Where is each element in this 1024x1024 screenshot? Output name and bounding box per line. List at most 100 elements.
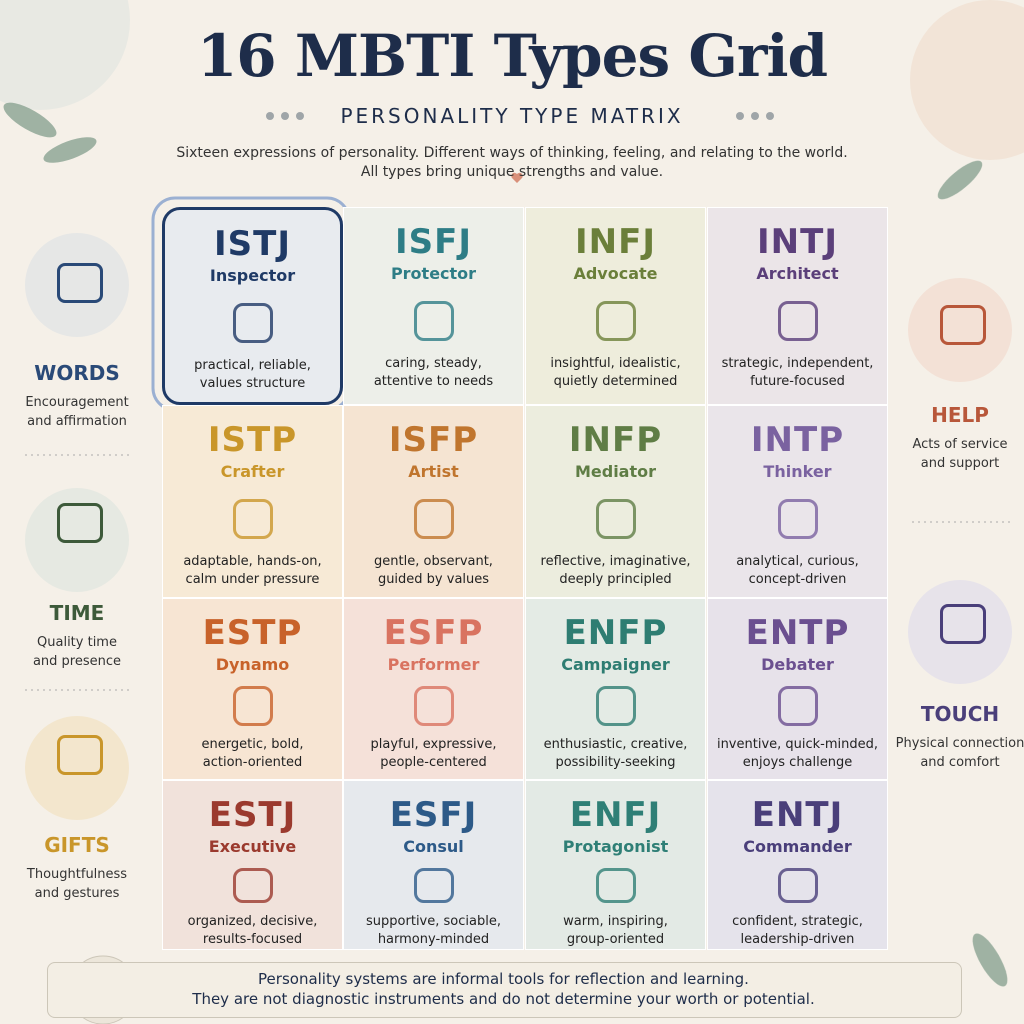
type-traits: leadership-driven (740, 932, 855, 947)
type-card: ISTJ Inspector practical, reliable, values … (162, 207, 343, 405)
type-name: Mediator (574, 462, 657, 481)
type-icon (413, 868, 454, 903)
type-code: ESTJ (208, 795, 297, 835)
type-traits: possibility-seeking (555, 755, 676, 770)
type-icon (777, 868, 818, 903)
type-code: ISTJ (214, 224, 291, 264)
type-traits: concept-driven (748, 572, 847, 587)
type-icon (595, 499, 636, 539)
type-icon (413, 499, 454, 539)
type-traits: results-focused (202, 932, 303, 947)
type-traits: practical, reliable, (194, 358, 311, 373)
type-name: Consul (403, 837, 464, 856)
type-traits: people-centered (380, 755, 487, 770)
footer-line: Personality systems are informal tools f… (258, 970, 749, 988)
type-icon (595, 868, 636, 903)
type-name: Dynamo (215, 655, 290, 674)
type-code: ESFJ (389, 795, 478, 835)
type-card: ENFP Campaigner enthusiastic, creative, pos… (525, 598, 706, 780)
side-label: TIME (49, 601, 105, 625)
type-traits: confident, strategic, (732, 914, 863, 929)
type-name: Protector (390, 264, 477, 283)
type-code: INFP (568, 420, 663, 460)
type-code: ISFJ (394, 222, 472, 262)
type-traits: organized, decisive, (187, 914, 318, 929)
type-traits: future-focused (750, 374, 845, 389)
side-description: and comfort (920, 755, 1000, 770)
type-traits: adaptable, hands-on, (183, 554, 322, 569)
type-traits: inventive, quick-minded, (716, 737, 879, 752)
type-traits: supportive, sociable, (366, 914, 501, 929)
type-icon (232, 303, 273, 343)
type-card: ESFJ Consul supportive, sociable, harmony-m… (343, 780, 524, 950)
type-traits: analytical, curious, (736, 554, 859, 569)
type-name: Advocate (573, 264, 658, 283)
type-traits: gentle, observant, (374, 554, 493, 569)
side-label: WORDS (34, 361, 120, 385)
type-code: INTP (750, 420, 845, 460)
type-code: ENFP (563, 613, 668, 653)
type-name: Campaigner (561, 655, 670, 674)
type-icon (777, 686, 818, 726)
side-icon (57, 735, 103, 775)
type-icon (777, 499, 818, 539)
type-card: ESFP Performer playful, expressive, people-… (343, 598, 524, 780)
type-name: Inspector (209, 266, 296, 285)
side-description: Acts of service (912, 437, 1008, 452)
type-card: ESTP Dynamo energetic, bold, action-oriente… (162, 598, 343, 780)
side-icon (940, 604, 986, 644)
description: All types bring unique strengths and val… (360, 164, 664, 180)
type-icon (232, 499, 273, 539)
type-icon (777, 301, 818, 341)
side-label: GIFTS (44, 833, 110, 857)
side-description: and gestures (34, 886, 120, 901)
type-icon (595, 301, 636, 341)
type-name: Protagonist (562, 837, 669, 856)
side-description: and affirmation (27, 414, 127, 429)
type-code: INFJ (575, 222, 656, 262)
type-code: ENFJ (569, 795, 662, 835)
side-label: TOUCH (920, 702, 1000, 726)
type-icon (232, 686, 273, 726)
type-icon (413, 301, 454, 341)
type-name: Executive (208, 837, 297, 856)
type-traits: values structure (199, 376, 306, 391)
footer-box (47, 962, 962, 1018)
type-code: INTJ (757, 222, 838, 262)
type-traits: group-oriented (566, 932, 665, 947)
side-description: Thoughtfulness (26, 867, 128, 882)
type-name: Architect (756, 264, 839, 283)
type-icon (413, 686, 454, 726)
subtitle: PERSONALITY TYPE MATRIX (340, 104, 684, 128)
type-card: INTP Thinker analytical, curious, concept-d… (707, 405, 888, 598)
type-name: Thinker (763, 462, 832, 481)
type-icon (232, 868, 273, 903)
side-description: and presence (32, 654, 122, 669)
type-name: Commander (743, 837, 852, 856)
type-traits: insightful, idealistic, (550, 356, 681, 371)
type-card: INFP Mediator reflective, imaginative, deep… (525, 405, 706, 598)
type-card: ENTP Debater inventive, quick-minded, enjoy… (707, 598, 888, 780)
side-label: HELP (931, 403, 989, 427)
type-card: INFJ Advocate insightful, idealistic, quiet… (525, 207, 706, 405)
type-traits: attentive to needs (373, 374, 494, 389)
type-traits: calm under pressure (185, 572, 320, 587)
side-description: Physical connection (895, 736, 1024, 751)
type-name: Performer (387, 655, 480, 674)
type-traits: action-oriented (202, 755, 303, 770)
type-traits: harmony-minded (377, 932, 490, 947)
type-card: INTJ Architect strategic, independent, futu… (707, 207, 888, 405)
type-card: ISFP Artist gentle, observant, guided by va… (343, 405, 524, 598)
side-icon (940, 305, 986, 345)
type-traits: caring, steady, (385, 356, 482, 371)
type-code: ENTP (745, 613, 850, 653)
description: Sixteen expressions of personality. Diff… (176, 145, 848, 161)
type-card: ENTJ Commander confident, strategic, leader… (707, 780, 888, 950)
type-card: ISFJ Protector caring, steady, attentive to… (343, 207, 524, 405)
footer-line: They are not diagnostic instruments and … (192, 990, 815, 1008)
type-traits: quietly determined (553, 374, 678, 389)
type-traits: reflective, imaginative, (540, 554, 691, 569)
type-traits: energetic, bold, (201, 737, 304, 752)
